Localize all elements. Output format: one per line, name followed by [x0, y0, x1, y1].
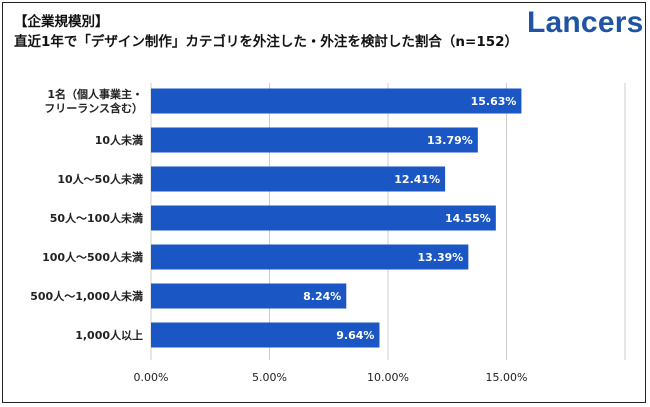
category-label: 10人～50人未満 [57, 172, 143, 186]
chart-title: 直近1年で「デザイン制作」カテゴリを外注した・外注を検討した割合（n=152） [14, 34, 518, 50]
chart-category-heading: 【企業規模別】 [14, 14, 109, 30]
data-label: 12.41% [394, 173, 440, 186]
bar [151, 88, 522, 114]
data-label: 8.24% [303, 290, 341, 303]
category-label: 100人～500人未満 [42, 250, 143, 264]
data-label: 14.55% [445, 212, 491, 225]
lancers-logo: Lancers [527, 6, 644, 39]
x-tick-label: 10.00% [367, 371, 409, 384]
data-label: 15.63% [471, 95, 517, 108]
category-label: 50人～100人未満 [50, 211, 143, 225]
bar [151, 322, 380, 348]
data-label: 13.39% [418, 251, 464, 264]
x-tick-label: 5.00% [252, 371, 287, 384]
data-label: 9.64% [336, 329, 374, 342]
bar [151, 244, 469, 270]
bar [151, 127, 478, 153]
bar [151, 205, 496, 231]
category-label: 10人未満 [95, 133, 143, 147]
data-label: 13.79% [427, 134, 473, 147]
category-label: 500人～1,000人未満 [30, 289, 143, 303]
bar [151, 166, 446, 192]
x-tick-label: 0.00% [134, 371, 169, 384]
category-label: フリーランス含む） [44, 101, 143, 115]
category-label: 1名（個人事業主・ [47, 87, 143, 101]
bar [151, 283, 347, 309]
x-tick-label: 15.00% [486, 371, 528, 384]
category-label: 1,000人以上 [75, 328, 143, 342]
